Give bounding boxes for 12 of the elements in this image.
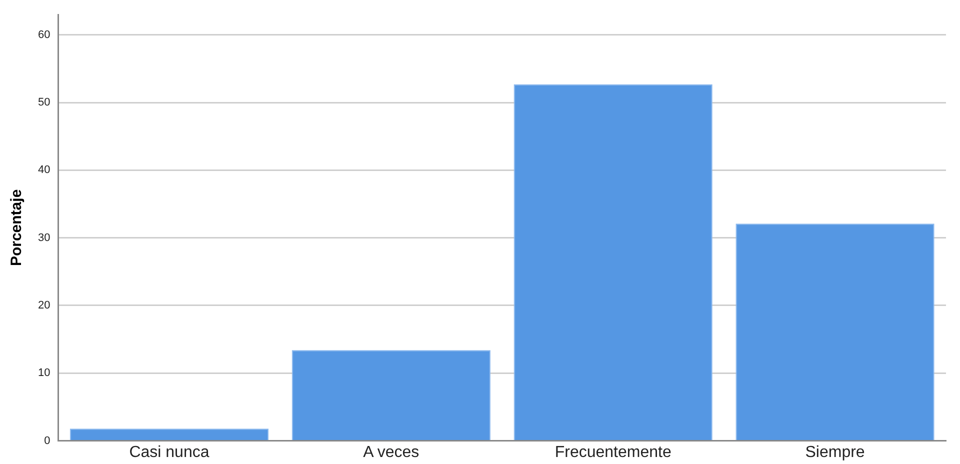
y-tick-label: 0 [44,434,50,447]
y-axis-title: Porcentaje [8,189,26,266]
y-tick-label: 50 [38,96,50,109]
y-tick-label: 10 [38,367,50,380]
x-tick-label: A veces [363,444,420,461]
y-tick-label: 30 [38,232,50,244]
y-tick-label: 20 [38,300,50,312]
y-tick-label: 60 [38,28,50,41]
x-tick-label: Casi nunca [129,444,210,461]
x-tick-label: Frecuentemente [554,444,672,461]
x-tick-label: Siempre [805,444,865,461]
y-tick-label: 40 [38,164,50,176]
